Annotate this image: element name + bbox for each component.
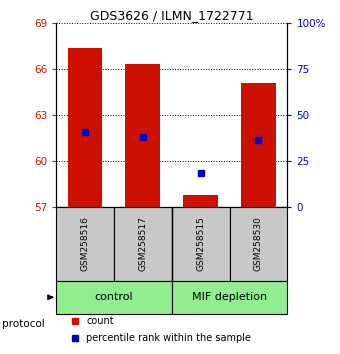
Bar xyxy=(125,64,160,207)
Text: MIF depletion: MIF depletion xyxy=(192,292,267,302)
Text: control: control xyxy=(95,292,133,302)
Bar xyxy=(172,281,287,314)
Text: GSM258530: GSM258530 xyxy=(254,216,263,272)
Bar xyxy=(230,207,287,281)
Text: GSM258516: GSM258516 xyxy=(81,216,89,272)
Bar xyxy=(172,207,230,281)
Text: GSM258515: GSM258515 xyxy=(196,216,205,272)
Bar xyxy=(56,207,114,281)
Bar xyxy=(114,207,172,281)
Title: GDS3626 / ILMN_1722771: GDS3626 / ILMN_1722771 xyxy=(90,9,254,22)
Bar xyxy=(68,47,102,207)
Bar xyxy=(183,195,218,207)
Text: protocol: protocol xyxy=(2,319,45,329)
Text: count: count xyxy=(86,316,114,326)
Text: GSM258517: GSM258517 xyxy=(138,216,147,272)
Bar xyxy=(241,83,276,207)
Text: percentile rank within the sample: percentile rank within the sample xyxy=(86,333,251,343)
Bar xyxy=(56,281,172,314)
